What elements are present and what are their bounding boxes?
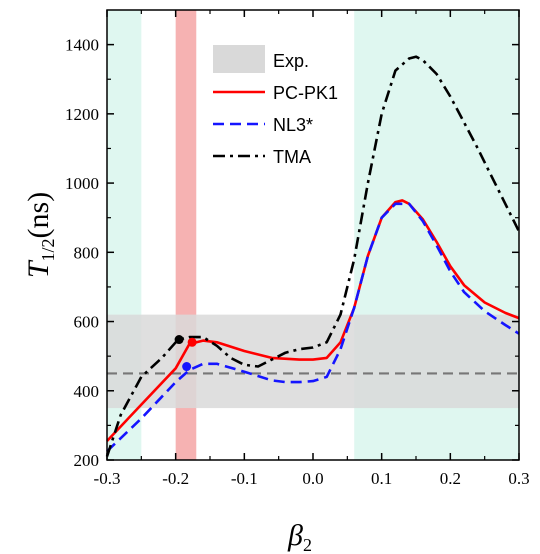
y-tick-label: 1400 — [65, 36, 99, 55]
series-markers — [174, 335, 197, 372]
x-tick-label: -0.2 — [162, 469, 189, 488]
x-tick-label: 0.0 — [302, 469, 323, 488]
legend-swatch-exp- — [213, 45, 265, 73]
y-axis-title-unit: (ns) — [22, 192, 55, 239]
y-tick-label: 800 — [74, 243, 100, 262]
y-axis-title-sub: 1/2 — [38, 238, 58, 261]
x-axis-title: β2 — [287, 519, 312, 554]
x-tick-label: -0.3 — [94, 469, 121, 488]
legend-label-exp-: Exp. — [273, 51, 309, 71]
series-line-tma — [105, 55, 521, 457]
x-tick-label: 0.3 — [508, 469, 529, 488]
axis-ticks: -0.3 -0.2 -0.1 0.0 0.1 0.2 0.3 200 400 600 800 1000… — [65, 10, 530, 488]
x-tick-label: 0.1 — [371, 469, 392, 488]
x-tick-label: 0.2 — [440, 469, 461, 488]
marker-tma — [174, 335, 184, 345]
y-tick-label: 400 — [74, 382, 100, 401]
legend: Exp. PC-PK1 NL3* TMA — [213, 45, 338, 167]
x-axis-title-main: β — [287, 519, 303, 552]
y-axis-title-main: T — [22, 259, 55, 278]
y-tick-label: 200 — [74, 451, 100, 470]
y-tick-label: 1200 — [65, 105, 99, 124]
exp-band-rect — [107, 314, 519, 409]
x-tick-label: -0.1 — [231, 469, 258, 488]
experimental-band — [107, 314, 519, 409]
y-tick-label: 1000 — [65, 174, 99, 193]
legend-label-nl3-: NL3* — [273, 115, 313, 135]
series-lines — [105, 55, 521, 457]
marker-pc-pk1 — [187, 337, 197, 347]
legend-label-pc-pk1: PC-PK1 — [273, 83, 338, 103]
marker-nl3- — [182, 362, 192, 372]
x-axis-title-sub: 2 — [303, 535, 312, 554]
y-axis-title: T1/2(ns) — [22, 192, 58, 278]
y-tick-label: 600 — [74, 313, 100, 332]
legend-label-tma: TMA — [273, 147, 311, 167]
